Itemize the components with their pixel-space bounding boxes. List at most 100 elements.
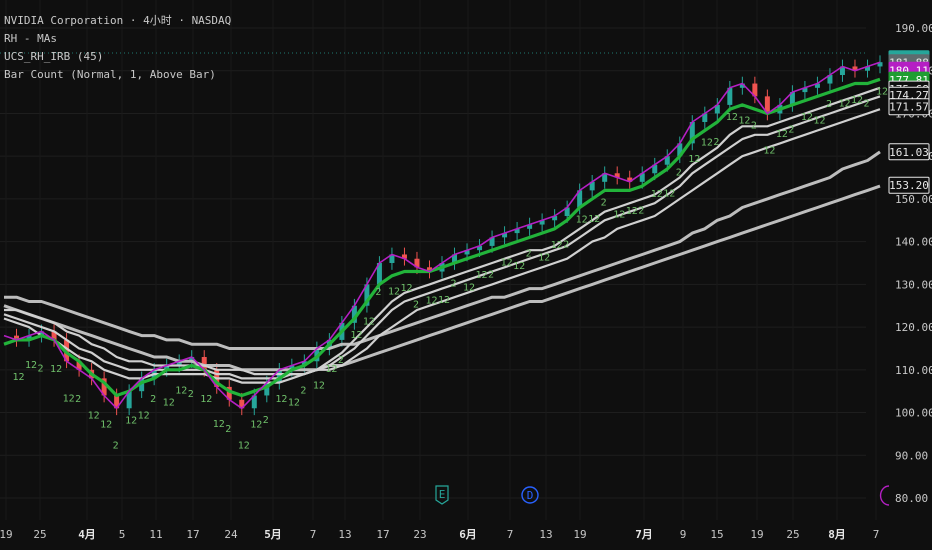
- candle-body: [276, 369, 282, 383]
- price-tag-box: [888, 176, 930, 194]
- bar-count-label: 12: [438, 295, 450, 306]
- bar-count-label: 12: [551, 240, 563, 251]
- bar-count-label: 2: [563, 240, 569, 251]
- candle-body: [76, 361, 82, 370]
- x-tick-label: 6月: [459, 528, 477, 541]
- bar-count-label: 12: [88, 411, 100, 422]
- y-tick-label: 150.00: [895, 193, 932, 206]
- price-tag: 161.03: [888, 143, 930, 161]
- bar-count-label: 2: [75, 394, 81, 405]
- bar-count-label: 2: [338, 355, 344, 366]
- bar-count-label: 12: [138, 411, 150, 422]
- bar-count-label: 2: [676, 168, 682, 179]
- bar-count-label: 12: [538, 252, 550, 263]
- x-tick-label: 25: [786, 528, 799, 541]
- bar-count-label: 12: [288, 398, 300, 409]
- bar-count-label: 12: [513, 261, 525, 272]
- candle-body: [264, 382, 270, 396]
- price-tag-label: 161.03: [889, 146, 929, 159]
- x-tick-label: 23: [413, 528, 426, 541]
- candle-body: [14, 335, 20, 340]
- ma-white-line-1: [3, 86, 881, 384]
- candle-body: [652, 164, 658, 174]
- x-tick-label: 15: [710, 528, 723, 541]
- candle-body: [489, 237, 495, 246]
- candle-body: [814, 83, 820, 88]
- x-tick-label: 11: [149, 528, 162, 541]
- candle-body: [51, 331, 57, 340]
- ma-white-line-3: [4, 108, 881, 376]
- x-tick-label: 19: [573, 528, 586, 541]
- bar-count-label: 12: [400, 283, 412, 294]
- candle-body: [39, 331, 45, 336]
- earnings-event-label: E: [439, 488, 446, 501]
- indicator-irb-label[interactable]: UCS_RH_IRB (45): [4, 50, 104, 63]
- candle-body: [389, 254, 395, 263]
- bar-count-label: 12: [738, 116, 750, 127]
- candle-body: [702, 113, 708, 122]
- x-tick-label: 5: [119, 528, 126, 541]
- bar-count-label: 12: [250, 420, 262, 431]
- candle-body: [752, 83, 758, 97]
- x-tick-label: 17: [186, 528, 199, 541]
- candle-body: [552, 216, 558, 221]
- candle-body: [764, 96, 770, 114]
- ma-white-line-2: [3, 95, 881, 380]
- candle-body: [226, 386, 232, 400]
- bar-count-label: 2: [38, 364, 44, 375]
- bar-count-label: 12: [425, 296, 437, 307]
- x-tick-label: 7: [873, 528, 880, 541]
- time-axis[interactable]: 19 25 4月 5 11 17 24 5月 7 13 17 23 6月 7 13 19 7月 9 15 19 25 8月…: [0, 528, 879, 541]
- bar-count-label: 2: [751, 121, 757, 132]
- bar-count-label: 2: [188, 389, 194, 400]
- candle-body: [201, 357, 207, 370]
- bar-count-label: 12: [651, 189, 663, 200]
- bar-count-label: 12: [463, 282, 475, 293]
- x-tick-label: 25: [33, 528, 46, 541]
- candle-body: [114, 395, 120, 409]
- ma-slow-line-2: [3, 184, 881, 372]
- candle-body: [827, 75, 833, 84]
- indicator-bar-count-label[interactable]: Bar Count (Normal, 1, Above Bar): [4, 68, 216, 81]
- candle-body: [301, 361, 307, 366]
- bar-count-label: 12: [626, 206, 638, 217]
- dividend-event-icon[interactable]: D: [521, 486, 539, 504]
- bar-count-label: 12: [588, 214, 600, 225]
- candle-body: [864, 66, 870, 71]
- bar-count-label: 2: [788, 124, 794, 135]
- candle-body: [877, 62, 883, 67]
- candle-body: [677, 143, 683, 157]
- bar-count-label: 2: [263, 415, 269, 426]
- bar-count-label: 2: [638, 205, 644, 216]
- earnings-event-icon[interactable]: E: [435, 485, 449, 505]
- price-tag-box: [888, 143, 930, 161]
- candle-body: [502, 233, 508, 238]
- bar-count-label: 12: [313, 381, 325, 392]
- indicator-ma-label[interactable]: RH - MAs: [4, 32, 57, 45]
- candle-body: [452, 254, 458, 263]
- x-tick-label: 19: [750, 528, 763, 541]
- y-tick-label: 140.00: [895, 236, 932, 249]
- bar-count-label: 12: [476, 270, 488, 281]
- candle-body: [376, 263, 382, 285]
- earnings-event-shape: [435, 485, 449, 505]
- ma-green-line: [3, 77, 881, 398]
- bar-count-label: 12: [813, 116, 825, 127]
- y-tick-label: 80.00: [895, 492, 928, 505]
- price-tag-label: 171.57: [889, 101, 929, 114]
- bar-count-label: 12: [25, 360, 37, 371]
- bar-count-label: 2: [113, 440, 119, 451]
- bar-count-label: 2: [150, 394, 156, 405]
- bar-count-label: 2: [413, 299, 419, 310]
- bar-count-label: 12: [776, 129, 788, 140]
- candle-body: [401, 254, 407, 259]
- candle-body: [714, 104, 720, 114]
- candle-body: [139, 378, 145, 392]
- candle-body: [602, 173, 608, 182]
- symbol-title[interactable]: NVIDIA Corporation · 4小时 · NASDAQ: [4, 14, 232, 27]
- candle-body: [802, 87, 808, 93]
- bar-count-label: 2: [225, 424, 231, 435]
- price-tag-label: 153.20: [889, 179, 929, 192]
